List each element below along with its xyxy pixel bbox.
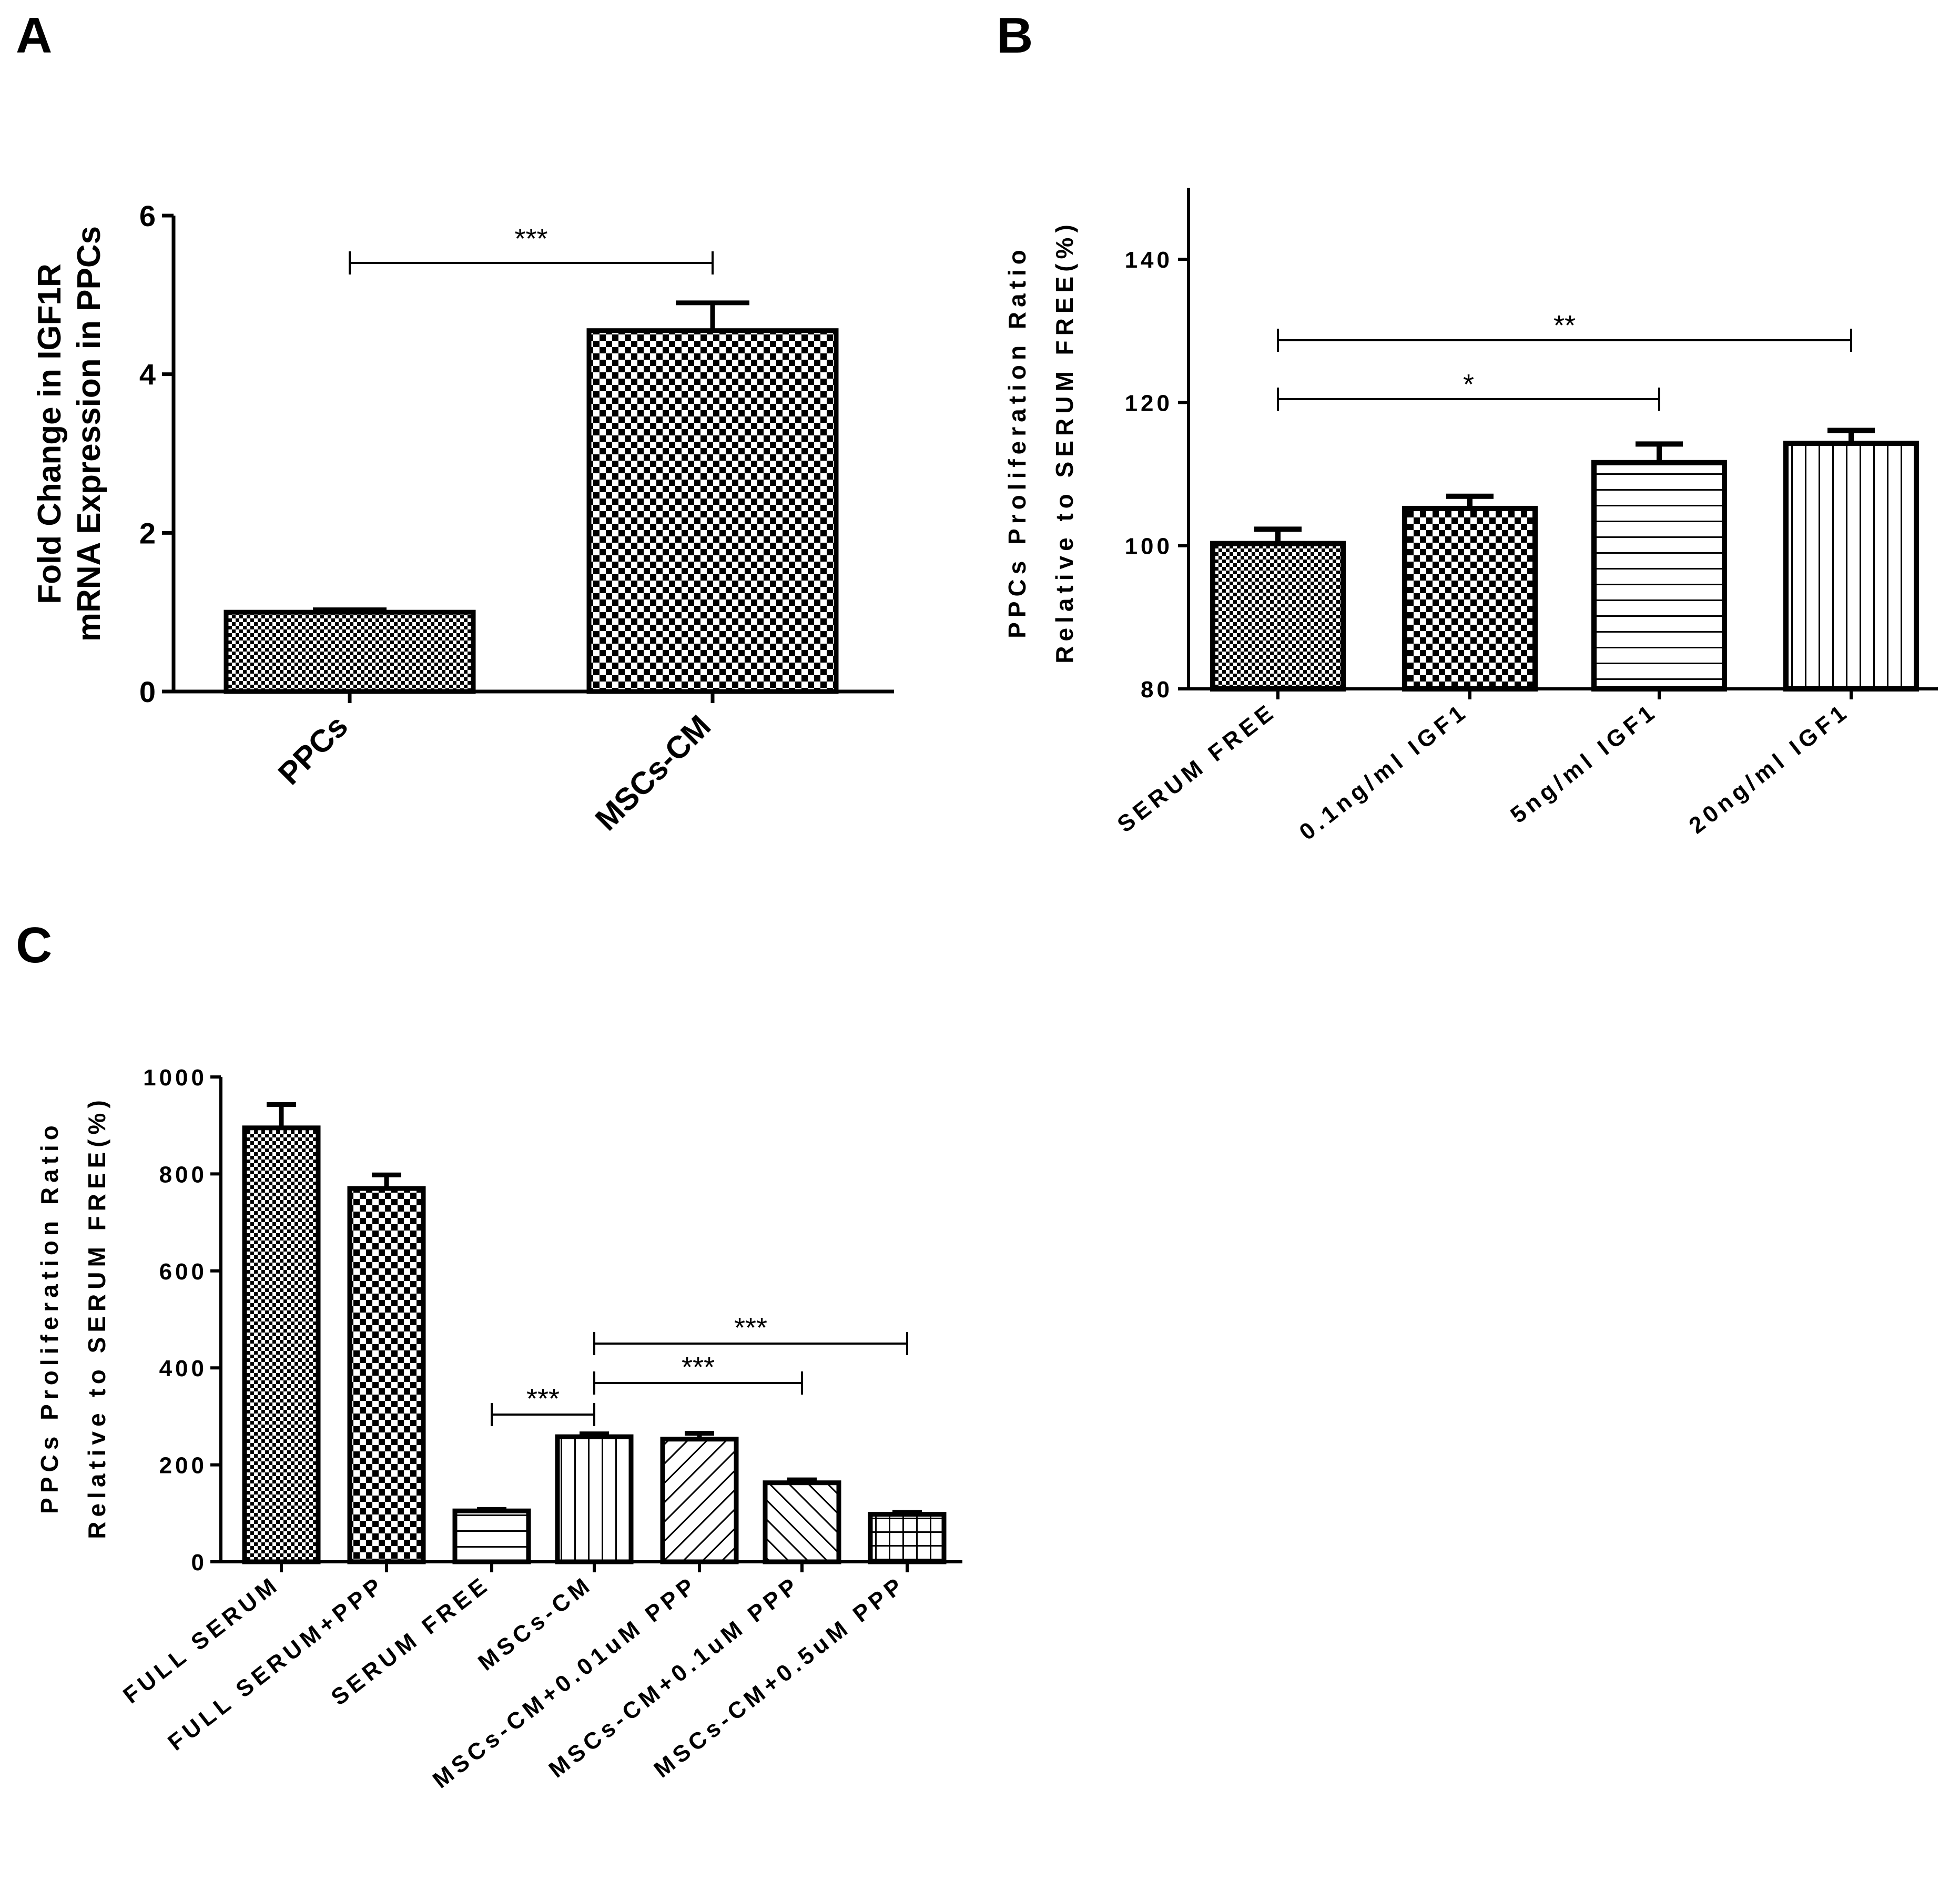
panel-label: B: [997, 7, 1033, 64]
significance-label: ***: [526, 1383, 560, 1415]
bar: [868, 1512, 947, 1564]
y-tick-label: 4: [139, 358, 156, 391]
y-tick-label: 400: [159, 1356, 207, 1381]
y-axis-title: PPCs Proliferation Ratio: [36, 1121, 63, 1514]
category-label: PPCs: [271, 708, 354, 791]
bar: [224, 609, 476, 694]
bar: [1210, 541, 1346, 692]
significance-label: ***: [734, 1312, 767, 1344]
y-tick-label: 80: [1141, 677, 1173, 703]
y-tick-label: 800: [159, 1162, 207, 1187]
y-tick-label: 2: [139, 516, 156, 550]
bar: [452, 1508, 531, 1564]
y-axis-title: Relative to SERUM FREE(%): [1051, 220, 1078, 664]
y-axis-title: Relative to SERUM FREE(%): [83, 1095, 110, 1539]
panel-label: A: [16, 7, 52, 64]
y-tick-label: 0: [139, 675, 156, 708]
panel-c-chart: C 0 200 400 600 800 1000 PPCs Proliferation Ra…: [16, 917, 962, 1793]
significance-label: *: [1463, 369, 1474, 400]
y-axis-title: mRNA Expression in PPCs: [71, 226, 107, 642]
y-tick-label: 120: [1125, 390, 1173, 416]
category-label: 20ng/ml IGF1: [1684, 698, 1855, 839]
bar: [347, 1186, 426, 1564]
bar: [242, 1125, 321, 1564]
bar: [555, 1434, 634, 1564]
bar: [660, 1437, 739, 1564]
panel-label: C: [16, 917, 52, 973]
panel-a-chart: A 0 2 4 6 Fold Change in IGF1R mRNA Expressio…: [16, 7, 894, 837]
y-tick-label: 140: [1125, 247, 1173, 273]
category-label: 0.1ng/ml IGF1: [1295, 698, 1473, 845]
y-tick-label: 100: [1125, 534, 1173, 560]
y-axis-title: PPCs Proliferation Ratio: [1003, 245, 1031, 638]
bar: [763, 1480, 841, 1564]
bar: [586, 328, 839, 694]
y-tick-label: 6: [139, 199, 156, 232]
significance-label: ***: [514, 223, 547, 255]
category-label: MSCs-CM: [588, 708, 717, 837]
y-tick-label: 600: [159, 1259, 207, 1285]
y-tick-label: 0: [191, 1550, 207, 1575]
category-label: 5ng/ml IGF1: [1506, 698, 1662, 828]
y-tick-label: 1000: [143, 1065, 207, 1091]
bar: [1402, 505, 1538, 692]
category-label: SERUM FREE: [1113, 698, 1282, 837]
bar: [1783, 441, 1919, 692]
y-axis-title: Fold Change in IGF1R: [32, 263, 68, 604]
panel-b-chart: B 80 100 120 140 PPCs Proliferation Ratio Rel…: [997, 7, 1938, 846]
category-label: FULL SERUM+PPP: [163, 1571, 390, 1756]
significance-label: **: [1553, 310, 1576, 341]
bar: [1591, 460, 1727, 692]
significance-label: ***: [682, 1351, 715, 1383]
y-tick-label: 200: [159, 1453, 207, 1479]
